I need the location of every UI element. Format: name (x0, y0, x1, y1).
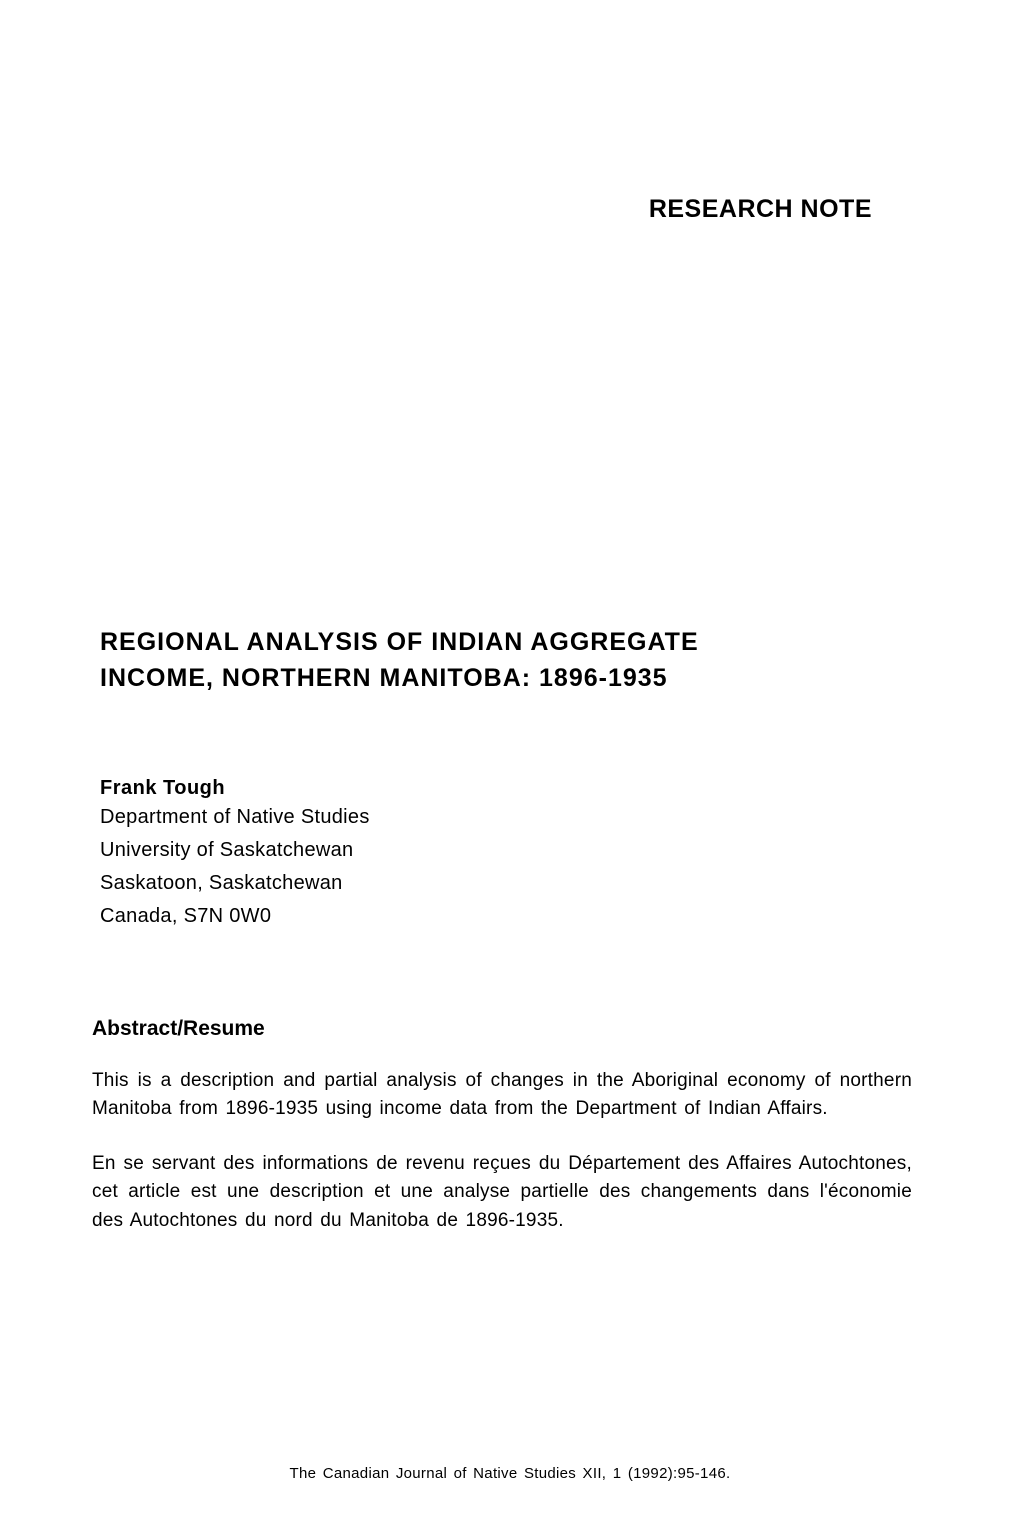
section-label: RESEARCH NOTE (88, 195, 872, 224)
abstract-heading: Abstract/Resume (92, 1017, 932, 1041)
affiliation-line-3: Saskatoon, Saskatchewan (100, 868, 932, 899)
abstract-paragraph-french: En se servant des informations de revenu… (92, 1150, 912, 1236)
author-block: Frank Tough Department of Native Studies… (100, 777, 932, 932)
title-block: REGIONAL ANALYSIS OF INDIAN AGGREGATE IN… (100, 624, 932, 697)
title-line-1: REGIONAL ANALYSIS OF INDIAN AGGREGATE (100, 624, 932, 660)
affiliation-line-1: Department of Native Studies (100, 802, 932, 833)
affiliation-line-4: Canada, S7N 0W0 (100, 901, 932, 932)
abstract-paragraph-english: This is a description and partial analys… (92, 1067, 912, 1124)
affiliation-line-2: University of Saskatchewan (100, 835, 932, 866)
footer-citation: The Canadian Journal of Native Studies X… (0, 1465, 1020, 1482)
author-name: Frank Tough (100, 777, 932, 800)
title-line-2: INCOME, NORTHERN MANITOBA: 1896-1935 (100, 660, 932, 696)
